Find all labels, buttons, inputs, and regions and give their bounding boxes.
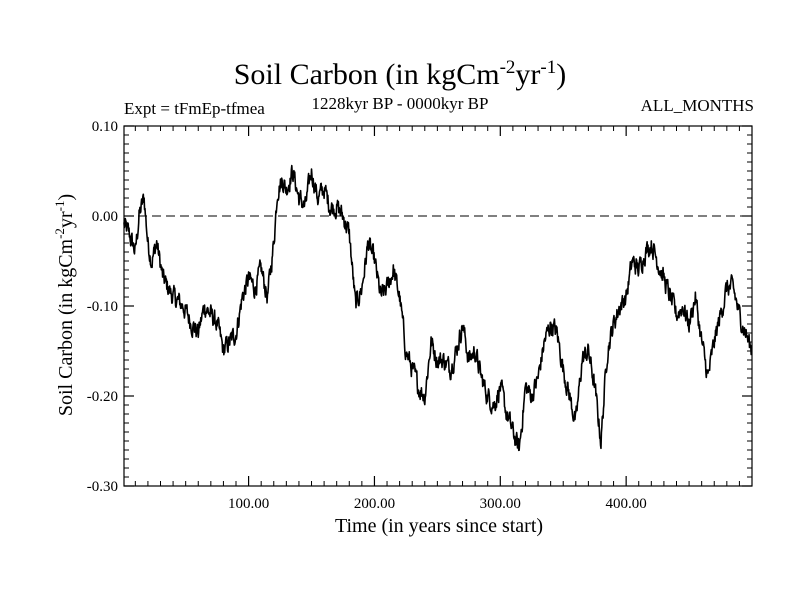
minor-ticks xyxy=(124,126,752,486)
x-tick-label: 300.00 xyxy=(480,496,521,512)
y-tick-label: 0.10 xyxy=(92,119,118,135)
plot-frame xyxy=(123,125,753,487)
tick-labels: 100.00 200.00 300.00 400.00 0.10 0.00 -0.10 -0.… xyxy=(87,119,647,512)
months-label: ALL_MONTHS xyxy=(640,96,754,115)
x-tick-label: 100.00 xyxy=(228,496,269,512)
experiment-label: Expt = tFmEp-tfmea xyxy=(124,99,265,118)
y-tick-label: -0.10 xyxy=(87,299,118,315)
chart-title: Soil Carbon (in kgCm-2yr-1) xyxy=(233,57,567,91)
y-tick-label: -0.30 xyxy=(87,479,118,495)
x-tick-label: 200.00 xyxy=(354,496,395,512)
time-range-label: 1228kyr BP - 0000kyr BP xyxy=(311,94,489,113)
x-axis-label: Time (in years since start) xyxy=(334,515,544,537)
y-tick-label: 0.00 xyxy=(92,209,118,225)
y-tick-label: -0.20 xyxy=(87,389,118,405)
soil-carbon-series-line xyxy=(123,164,753,452)
major-ticks xyxy=(124,125,752,487)
x-tick-label: 400.00 xyxy=(606,496,647,512)
